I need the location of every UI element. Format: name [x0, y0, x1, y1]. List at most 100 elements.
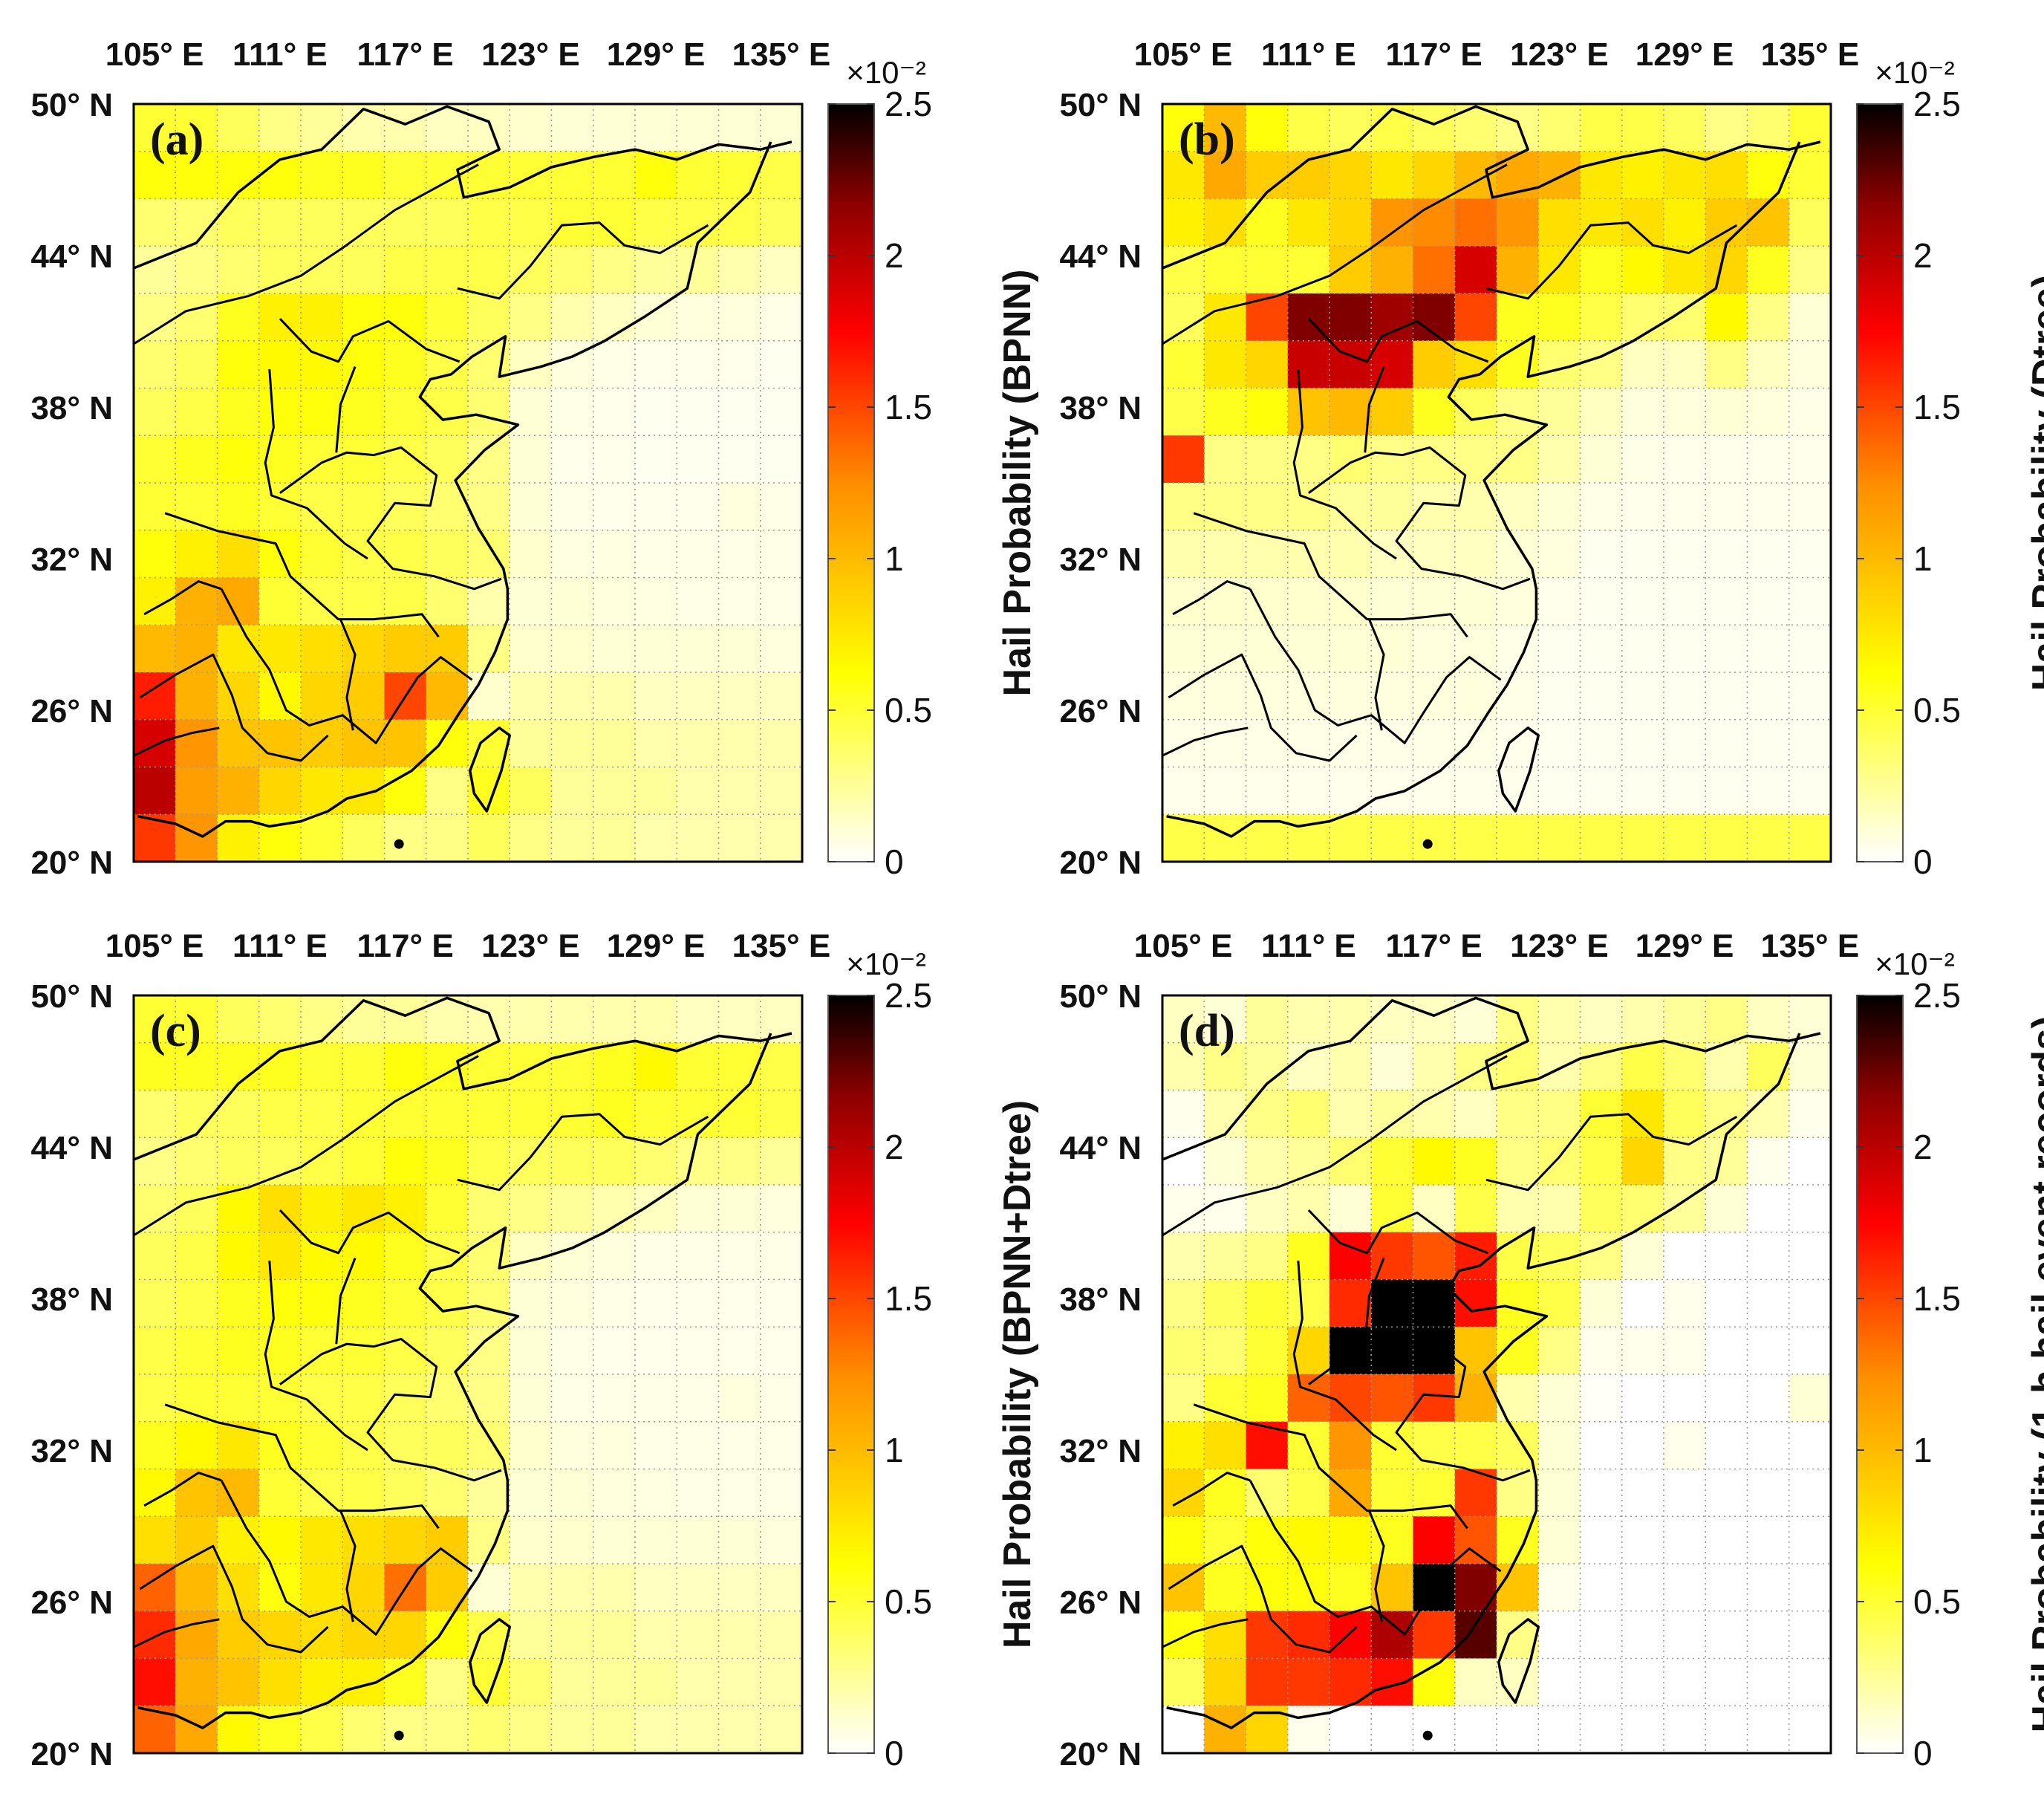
heatmap-cell [1371, 388, 1414, 436]
taiwan-island [469, 1618, 512, 1704]
heatmap-cell [677, 814, 720, 862]
colorbar-tick-label: 0.5 [885, 691, 932, 729]
heatmap-cell [1204, 530, 1247, 579]
heatmap-cell [1621, 995, 1664, 1044]
heatmap-cell [593, 483, 636, 531]
heatmap-cell [1747, 246, 1790, 294]
heatmap-cell [760, 1564, 803, 1612]
heatmap-cell [1580, 1564, 1623, 1612]
heatmap-cell [1204, 293, 1247, 342]
heatmap-cell [134, 483, 176, 531]
heatmap-cell [1371, 1374, 1414, 1423]
heatmap-cell [1371, 1706, 1414, 1754]
heatmap-cell [1788, 1564, 1832, 1612]
heatmap-cell [1329, 672, 1372, 721]
heatmap-cell [384, 340, 427, 389]
panel-d: 105° E 111° E 117° E 123° E 129° E 135° E 50° … [1059, 928, 2044, 1772]
heatmap-cell [1497, 1137, 1539, 1186]
heatmap-cell [760, 246, 803, 294]
heatmap-cells-d [1162, 995, 1832, 1754]
heatmap-cell [175, 995, 218, 1044]
heatmap-cell [1162, 1421, 1205, 1470]
heatmap-cell [342, 1706, 385, 1754]
heatmap-cell [301, 672, 343, 721]
heatmap-cell [217, 995, 260, 1044]
heatmap-cell [1621, 625, 1664, 673]
map-outlines-a [133, 105, 792, 849]
heatmap-cell [342, 151, 385, 200]
heatmap-cell [1287, 1469, 1330, 1517]
lat-tick-label: 38° N [1059, 1281, 1142, 1318]
heatmap-cell [1497, 483, 1539, 531]
heatmap-cell [175, 1706, 218, 1754]
heatmap-cell [1246, 104, 1289, 152]
heatmap-cell [134, 767, 176, 815]
heatmap-cell [217, 388, 260, 436]
heatmap-cell [1204, 1327, 1247, 1375]
heatmap-cell [1538, 577, 1581, 625]
heatmap-cell [635, 388, 677, 436]
heatmap-cell [1162, 1658, 1205, 1706]
heatmap-cell [1747, 530, 1790, 579]
heatmap-cell [1246, 1611, 1289, 1660]
heatmap-cell [342, 1327, 385, 1375]
heatmap-cell [635, 1279, 677, 1327]
heatmap-cell [1371, 1327, 1414, 1375]
heatmap-cell [1621, 577, 1664, 625]
heatmap-cell [1538, 198, 1581, 247]
heatmap-cell [175, 104, 218, 152]
coastline [1166, 1033, 1801, 1729]
heatmap-cell [1329, 1042, 1372, 1091]
heatmap-cell [593, 1469, 636, 1517]
colorbar-exponent: ×10⁻² [846, 55, 925, 90]
graticule-c [134, 995, 802, 1753]
heatmap-cell [593, 625, 636, 673]
heatmap-cell [384, 246, 427, 294]
heatmap-cell [1538, 1516, 1581, 1564]
heatmap-cell [593, 435, 636, 484]
map-outlines-b [1162, 105, 1821, 849]
lon-tick-label: 111° E [232, 928, 328, 964]
heatmap-cell [342, 1421, 385, 1470]
heatmap-cell [468, 104, 510, 152]
heatmap-cell [1454, 530, 1497, 579]
heatmap-cell [1664, 1327, 1706, 1375]
heatmap-cell [175, 1042, 218, 1091]
heatmap-cell [1621, 388, 1664, 436]
colorbar-b: 0 0.5 1 1.5 2 2.5×10⁻² Hail Probability (Dtree… [1856, 55, 2044, 881]
heatmap-cell [677, 1658, 720, 1706]
panel-c: 105° E 111° E 117° E 123° E 129° E 135° E 50° … [30, 928, 1039, 1772]
heatmap-cell [258, 1279, 302, 1327]
heatmap-cell [760, 1042, 803, 1091]
heatmap-cell [1204, 625, 1247, 673]
lon-tick-label: 135° E [1761, 928, 1860, 964]
heatmap-cell [1788, 1706, 1832, 1754]
heatmap-cell [426, 388, 469, 436]
heatmap-cell [1788, 246, 1832, 294]
heatmap-cell [1204, 246, 1247, 294]
heatmap-cell [677, 1327, 720, 1375]
heatmap-cell [635, 1706, 677, 1754]
heatmap-cell [1329, 1658, 1372, 1706]
heatmap-cell [1204, 1516, 1247, 1564]
heatmap-cell [1454, 293, 1497, 342]
heatmap-cell [1162, 1327, 1205, 1375]
heatmap-cell [1204, 814, 1247, 862]
heatmap-cell [426, 1137, 469, 1186]
heatmap-cell [1538, 719, 1581, 768]
heatmap-cell [1664, 995, 1706, 1044]
heatmap-cell [718, 198, 761, 247]
heatmap-cell [718, 435, 761, 484]
heatmap-cell [301, 1564, 343, 1612]
heatmap-cell [1664, 1516, 1706, 1564]
heatmap-cell [1413, 1516, 1456, 1564]
heatmap-cell [760, 483, 803, 531]
heatmap-cell [760, 1137, 803, 1186]
lon-tick-label: 129° E [607, 928, 706, 964]
province-border [339, 1510, 357, 1622]
heatmap-cell [718, 625, 761, 673]
heatmap-cell [1329, 246, 1372, 294]
heatmap-cell [593, 1421, 636, 1470]
heatmap-cell [1246, 625, 1289, 673]
heatmap-cell [760, 1611, 803, 1660]
